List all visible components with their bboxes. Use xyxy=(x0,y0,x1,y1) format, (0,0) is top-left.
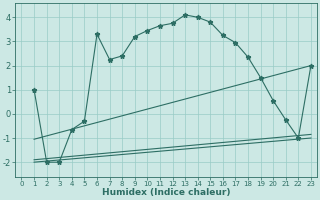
X-axis label: Humidex (Indice chaleur): Humidex (Indice chaleur) xyxy=(102,188,230,197)
